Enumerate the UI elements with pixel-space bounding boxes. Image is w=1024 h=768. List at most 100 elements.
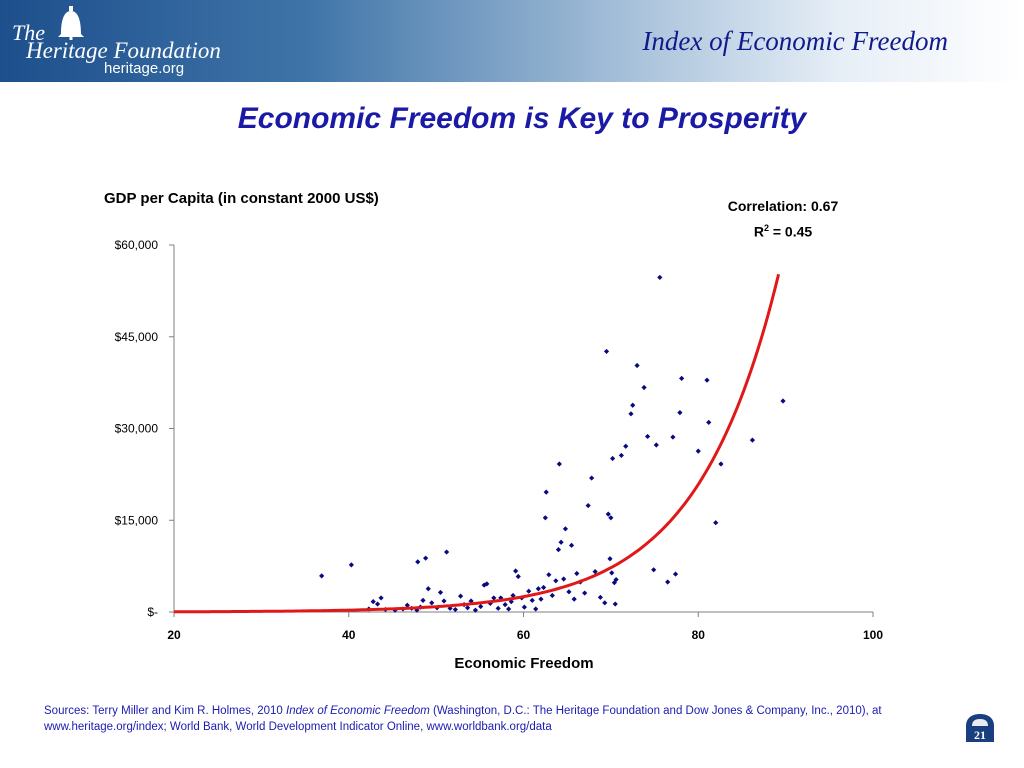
y-tick-label: $60,000 — [115, 238, 159, 252]
data-point — [558, 539, 564, 545]
data-point — [437, 589, 444, 596]
data-point — [495, 605, 501, 611]
data-point — [491, 595, 497, 601]
data-point — [538, 596, 544, 602]
data-point — [529, 597, 535, 603]
data-point — [574, 570, 580, 577]
data-point — [549, 592, 555, 599]
data-point — [589, 475, 595, 481]
data-point — [472, 607, 479, 613]
data-point — [447, 605, 453, 611]
data-point — [521, 604, 527, 610]
data-point — [630, 402, 636, 408]
data-point — [677, 409, 683, 416]
header-banner: The Heritage Foundation heritage.org Ind… — [0, 0, 1024, 82]
data-point — [555, 547, 562, 553]
data-point — [679, 375, 685, 381]
data-point — [665, 579, 671, 585]
correlation-annotation: Correlation: 0.67 R2 = 0.45 — [700, 195, 866, 243]
data-point — [780, 398, 786, 404]
data-point — [535, 586, 541, 592]
data-point — [378, 595, 384, 601]
data-point — [670, 434, 676, 440]
data-point — [542, 515, 548, 521]
data-point — [613, 576, 619, 583]
data-point — [540, 584, 547, 591]
data-point — [370, 599, 376, 605]
data-point — [556, 461, 562, 467]
data-point — [415, 559, 421, 565]
scatter-chart: $- $15,000 $30,000 $45,000 $60,000 20 40 60 80 10… — [115, 238, 884, 642]
data-point — [510, 592, 516, 599]
data-point — [441, 598, 447, 604]
page-number: 21 — [974, 728, 986, 742]
x-axis-title: Economic Freedom — [454, 655, 594, 672]
trendline — [174, 273, 781, 614]
data-point — [672, 571, 679, 577]
y-tick-label: $- — [147, 605, 158, 619]
data-point — [502, 602, 508, 608]
data-point — [513, 568, 519, 574]
data-point — [566, 589, 572, 595]
data-point — [508, 599, 514, 605]
data-point — [695, 448, 701, 454]
data-point — [704, 377, 710, 383]
data-point — [592, 569, 598, 575]
data-point — [429, 600, 435, 606]
data-point — [374, 601, 381, 607]
sources-note: Sources: Terry Miller and Kim R. Holmes,… — [44, 705, 882, 733]
data-point — [561, 576, 567, 582]
data-point — [585, 502, 591, 509]
data-point — [452, 606, 458, 613]
data-point — [420, 597, 426, 603]
header-title: Index of Economic Freedom — [642, 26, 948, 56]
data-point — [425, 586, 431, 592]
data-point — [506, 606, 512, 612]
data-point — [610, 455, 616, 462]
r-squared-text: R2 = 0.45 — [753, 223, 813, 240]
x-tick-label: 100 — [863, 628, 883, 642]
data-point — [484, 581, 490, 587]
data-point — [553, 578, 559, 584]
data-point — [348, 562, 354, 568]
data-point — [605, 511, 611, 517]
data-point — [562, 526, 569, 532]
data-point — [582, 590, 588, 596]
data-point — [618, 452, 624, 459]
data-point — [533, 606, 539, 612]
slide-title: Economic Freedom is Key to Prosperity — [237, 102, 807, 135]
y-tick-label: $30,000 — [115, 422, 159, 436]
data-point — [607, 556, 613, 562]
data-point — [444, 549, 450, 555]
data-point — [597, 594, 603, 600]
data-point — [515, 573, 521, 580]
logo-url[interactable]: heritage.org — [104, 60, 185, 77]
data-point — [706, 419, 712, 425]
data-point — [414, 607, 420, 613]
y-tick-label: $15,000 — [115, 513, 159, 527]
page-badge-icon — [966, 714, 994, 742]
data-point — [457, 593, 464, 599]
data-point — [478, 603, 484, 610]
data-point — [718, 461, 724, 467]
logo-the: The — [12, 20, 45, 45]
data-point — [749, 437, 756, 443]
data-point — [651, 567, 657, 573]
data-point — [628, 411, 634, 417]
x-tick-label: 40 — [342, 628, 356, 642]
data-point — [526, 588, 532, 594]
y-tick-label: $45,000 — [115, 330, 159, 344]
data-point — [608, 515, 614, 521]
data-point — [602, 600, 608, 606]
x-tick-label: 60 — [517, 628, 531, 642]
data-point — [423, 555, 429, 561]
data-point — [498, 595, 504, 601]
data-point — [468, 598, 474, 604]
data-point — [657, 274, 663, 281]
correlation-text: Correlation: 0.67 — [727, 198, 839, 214]
data-point — [464, 605, 471, 611]
x-tick-label: 20 — [167, 628, 181, 642]
x-tick-label: 80 — [692, 628, 706, 642]
data-point — [609, 570, 615, 576]
data-point — [571, 596, 577, 602]
